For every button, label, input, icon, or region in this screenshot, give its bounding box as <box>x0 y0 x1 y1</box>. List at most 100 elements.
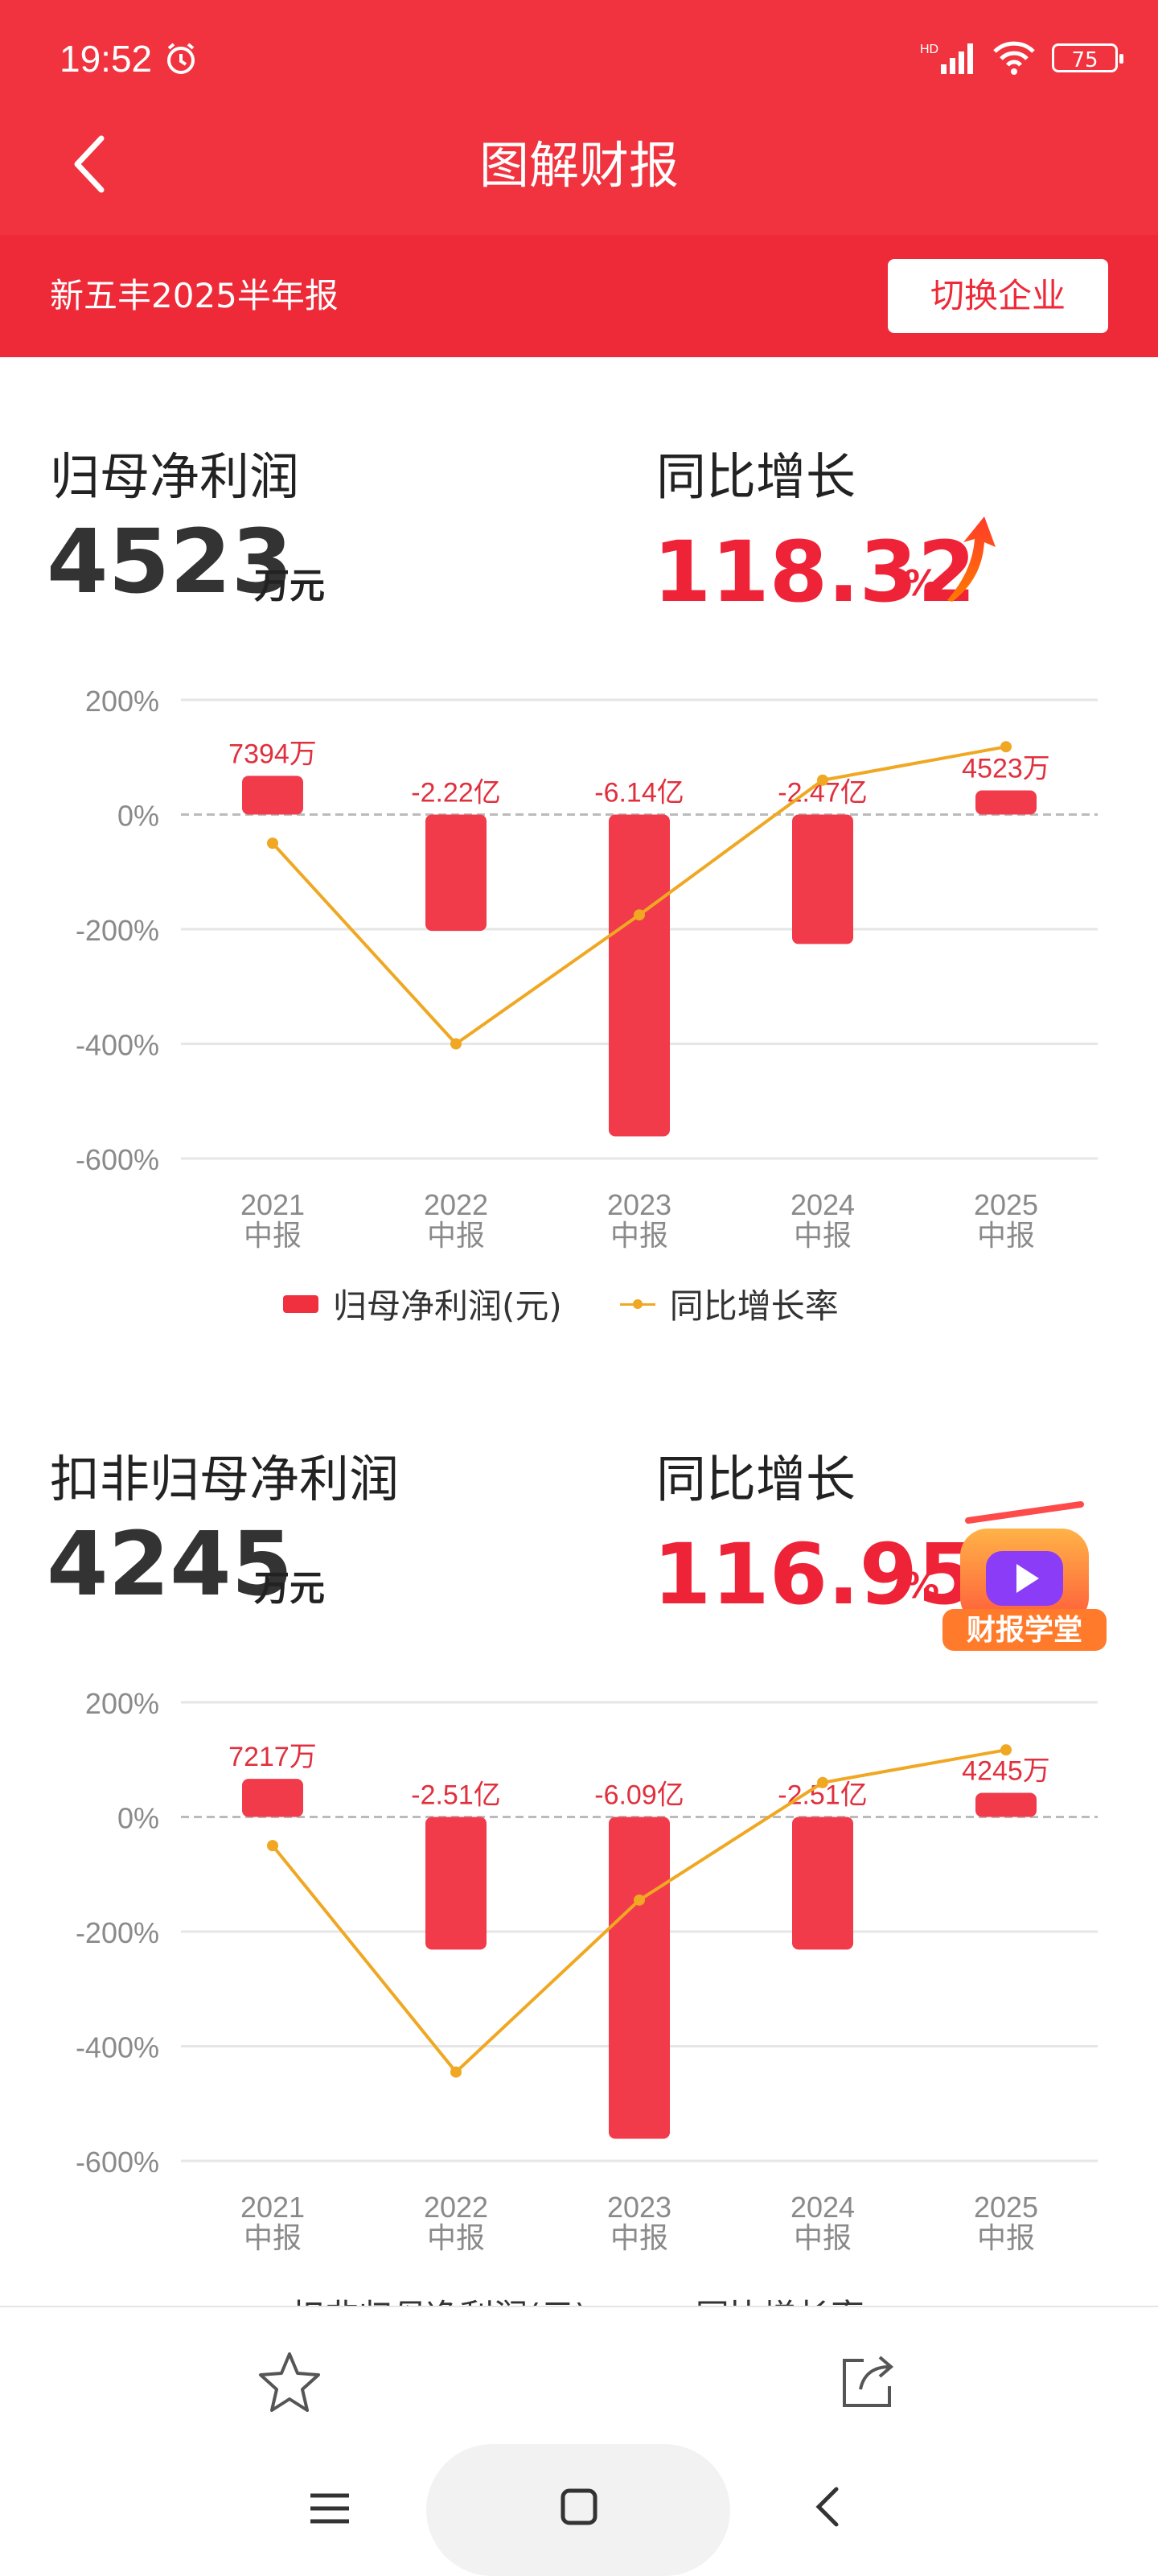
growth-point <box>450 2066 462 2078</box>
finance-school-badge[interactable]: 财报学堂 <box>936 1488 1113 1657</box>
net-profit-chart-svg: 200%0%-200%-400%-600%7394万-2.22亿 -6.14亿 -2… <box>76 685 1098 1252</box>
bar-value-label: -6.09亿 <box>594 1780 684 1811</box>
deducted-profit-label: 扣非归母净利润 <box>50 1450 400 1508</box>
growth-unit: % <box>904 1566 940 1607</box>
y-tick-label: -400% <box>76 1029 159 1062</box>
status-bar: 19:52 HD 75 <box>0 0 1158 121</box>
net-profit-value: 4523 <box>47 510 294 613</box>
deducted-profit-section: 扣非归母净利润 4245 万元 同比增长 116.95 % 200% 0% -200… <box>0 1437 1158 2336</box>
company-bar: 新五丰2025半年报 切换企业 <box>0 235 1158 357</box>
bar <box>425 1817 487 1950</box>
bottom-toolbar <box>0 2306 1158 2576</box>
y-tick-label: -600% <box>76 2146 159 2179</box>
net-profit-section: 归母净利润 4523 万元 同比增长 118.32 % 200% 0% -200% -… <box>0 434 1158 1352</box>
growth-point <box>1000 741 1012 753</box>
bar-value-label: -2.22亿 <box>411 778 501 809</box>
legend-line-swatch <box>619 1295 655 1313</box>
bar <box>242 776 303 815</box>
school-badge-text: 财报学堂 <box>967 1613 1082 1647</box>
bar-value-label: 7394万 <box>228 739 317 769</box>
deducted-profit-unit: 万元 <box>254 1568 325 1609</box>
status-icons: HD 75 <box>920 40 1123 76</box>
bar <box>975 1792 1037 1817</box>
legend-line-label: 同比增长率 <box>669 1286 839 1326</box>
x-tick-label: 2021 <box>240 2191 305 2224</box>
bar-value-label: 4523万 <box>962 754 1050 784</box>
x-tick-label: 2025 <box>974 2191 1038 2224</box>
growth-value: 118.32 <box>653 523 976 621</box>
page-title: 图解财报 <box>478 136 679 195</box>
growth-point <box>817 774 828 786</box>
deducted-profit-value: 4245 <box>47 1512 294 1615</box>
nav-back-icon[interactable] <box>804 2483 852 2531</box>
x-tick-label: 中报 <box>794 2221 852 2254</box>
chart-legend: 归母净利润(元) 同比增长率 <box>283 1279 839 1328</box>
alarm-icon <box>167 43 195 74</box>
favorite-star-icon[interactable] <box>257 2349 322 2413</box>
x-tick-label: 2022 <box>424 2191 488 2224</box>
y-tick-label: 200% <box>85 1687 159 1720</box>
y-tick-label: -600% <box>76 1143 159 1176</box>
signal-icon: HD <box>920 43 973 74</box>
growth-point <box>817 1776 828 1788</box>
home-pill <box>426 2444 730 2576</box>
x-tick-label: 中报 <box>244 2221 302 2254</box>
x-tick-label: 中报 <box>427 1219 485 1252</box>
x-tick-label: 2024 <box>790 1188 855 1221</box>
y-tick-label: 0% <box>117 1802 159 1835</box>
x-tick-label: 中报 <box>610 2221 668 2254</box>
x-tick-label: 中报 <box>244 1219 302 1252</box>
x-tick-label: 2022 <box>424 1188 488 1221</box>
growth-point <box>267 1840 278 1852</box>
up-arrow-icon <box>947 516 996 602</box>
growth-point <box>634 1894 645 1906</box>
system-navbar <box>0 2444 1158 2576</box>
x-tick-label: 2023 <box>607 1188 671 1221</box>
back-arrow-icon[interactable] <box>63 132 119 196</box>
growth-point <box>450 1038 462 1050</box>
menu-icon[interactable] <box>306 2484 354 2533</box>
bar-value-label: 7217万 <box>228 1742 317 1772</box>
x-tick-label: 2021 <box>240 1188 305 1221</box>
share-icon[interactable] <box>836 2349 901 2413</box>
bar-value-label: -6.14亿 <box>594 778 684 809</box>
home-icon[interactable] <box>555 2483 603 2531</box>
x-tick-label: 2023 <box>607 2191 671 2224</box>
bar <box>425 814 487 932</box>
x-tick-label: 2025 <box>974 1188 1038 1221</box>
y-tick-label: -400% <box>76 2031 159 2064</box>
app-header: 19:52 HD 75 图解财报 <box>0 0 1158 235</box>
deducted-profit-chart-svg: 200%0%-200%-400%-600%7217万-2.51亿 -6.09亿 -2… <box>76 1687 1098 2254</box>
x-tick-label: 中报 <box>427 2221 485 2254</box>
legend-bar-swatch <box>283 1294 318 1313</box>
growth-label: 同比增长 <box>656 1450 856 1508</box>
bar-value-label: 4245万 <box>962 1756 1050 1787</box>
growth-point <box>634 909 645 921</box>
growth-unit: % <box>904 563 940 604</box>
wifi-icon <box>993 41 1035 75</box>
y-tick-label: 0% <box>117 800 159 833</box>
battery-icon: 75 <box>1052 43 1123 72</box>
status-time: 19:52 <box>60 38 153 80</box>
y-tick-label: 200% <box>85 685 159 718</box>
legend-bar-label: 归母净利润(元) <box>333 1286 562 1326</box>
y-tick-label: -200% <box>76 1916 159 1949</box>
x-tick-label: 中报 <box>610 1219 668 1252</box>
switch-company-button[interactable]: 切换企业 <box>888 259 1108 333</box>
company-report-title: 新五丰2025半年报 <box>50 276 339 315</box>
growth-label: 同比增长 <box>656 447 856 506</box>
bar <box>609 1817 670 2139</box>
growth-value: 116.95 <box>653 1525 976 1623</box>
x-tick-label: 中报 <box>977 1219 1035 1252</box>
bar <box>609 814 670 1137</box>
bar <box>242 1779 303 1817</box>
y-tick-label: -200% <box>76 914 159 947</box>
x-tick-label: 中报 <box>794 1219 852 1252</box>
bar <box>792 814 853 944</box>
x-tick-label: 中报 <box>977 2221 1035 2254</box>
bar <box>792 1817 853 1950</box>
bar <box>975 790 1037 815</box>
bar-value-label: -2.51亿 <box>411 1780 501 1811</box>
growth-point <box>267 837 278 850</box>
growth-point <box>1000 1744 1012 1756</box>
